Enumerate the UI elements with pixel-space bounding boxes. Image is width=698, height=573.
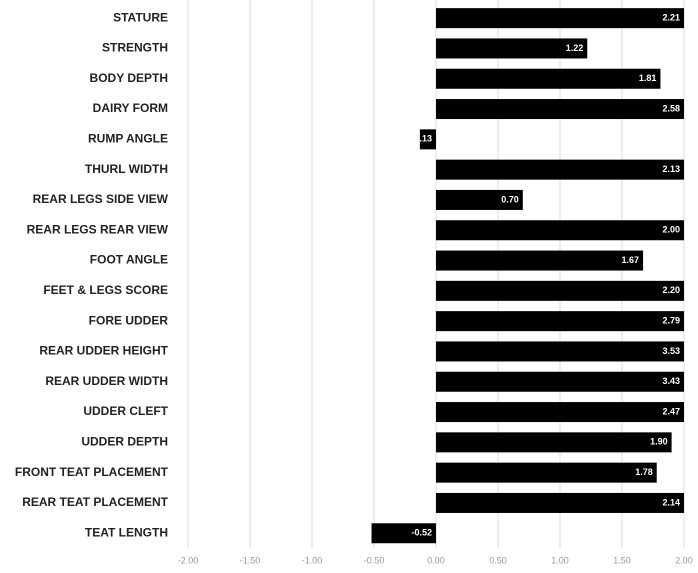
bar [436, 99, 684, 120]
bar [436, 432, 672, 453]
y-tick-label: UDDER DEPTH [81, 435, 168, 449]
x-tick-label: 0.00 [427, 555, 445, 565]
y-tick-label: BODY DEPTH [90, 71, 168, 85]
value-label: 2.20 [662, 285, 680, 295]
bar [436, 371, 684, 392]
value-label: 2.00 [662, 225, 680, 235]
x-tick-label: -2.00 [178, 555, 199, 565]
value-label: 2.13 [662, 164, 680, 174]
value-label: 0.70 [501, 194, 519, 204]
y-tick-label: REAR UDDER HEIGHT [39, 344, 168, 358]
value-label: 2.79 [662, 316, 680, 326]
y-tick-label: FORE UDDER [89, 313, 169, 327]
bar [436, 189, 523, 210]
value-label: 1.81 [639, 73, 657, 83]
x-tick-label: -1.50 [240, 555, 261, 565]
y-tick-label: STRENGTH [102, 41, 168, 55]
value-label: 1.78 [635, 467, 653, 477]
value-label: 3.53 [662, 346, 680, 356]
y-tick-label: REAR LEGS SIDE VIEW [33, 192, 169, 206]
x-tick-label: 2.00 [675, 555, 693, 565]
bar [419, 129, 436, 150]
y-tick-label: REAR LEGS REAR VIEW [27, 222, 169, 236]
x-tick-label: -1.00 [302, 555, 323, 565]
x-tick-label: 1.00 [551, 555, 569, 565]
y-tick-label: TEAT LENGTH [85, 525, 168, 539]
y-tick-label: STATURE [113, 10, 168, 24]
value-label: -0.13 [411, 134, 432, 144]
bar [436, 159, 684, 180]
value-label: 3.43 [662, 376, 680, 386]
value-label: 2.21 [662, 13, 680, 23]
bars: 2.21 1.22 1.81 2.58 -0.13 2.13 0.70 2.00 1.67 2.2… [371, 8, 684, 544]
bar [436, 402, 684, 423]
bar [436, 8, 684, 29]
bar [436, 250, 644, 271]
bar [371, 523, 436, 544]
x-tick-label: 1.50 [613, 555, 631, 565]
y-tick-label: REAR UDDER WIDTH [45, 374, 168, 388]
y-tick-label: UDDER CLEFT [83, 404, 168, 418]
bar [436, 220, 684, 241]
value-label: 1.90 [650, 437, 668, 447]
value-label: 1.22 [566, 43, 584, 53]
y-tick-label: FRONT TEAT PLACEMENT [15, 465, 169, 479]
grid [187, 0, 685, 548]
bar [436, 280, 684, 301]
value-label: -0.52 [411, 528, 432, 538]
value-label: 1.67 [622, 255, 640, 265]
x-tick-label: 0.50 [489, 555, 507, 565]
bar [436, 341, 684, 362]
labels: -2.00 -1.50 -1.00 -0.50 0.00 0.50 1.00 1.50 2.00… [15, 10, 693, 565]
value-label: 2.14 [662, 497, 680, 507]
value-label: 2.58 [662, 103, 680, 113]
y-tick-label: THURL WIDTH [85, 162, 168, 176]
value-label: 2.47 [662, 406, 680, 416]
y-tick-label: REAR TEAT PLACEMENT [22, 495, 168, 509]
bar [436, 462, 657, 483]
y-tick-label: RUMP ANGLE [88, 132, 168, 146]
y-tick-label: DAIRY FORM [93, 101, 168, 115]
x-tick-label: -0.50 [364, 555, 385, 565]
bar [436, 38, 588, 59]
y-tick-label: FEET & LEGS SCORE [43, 283, 168, 297]
bar [436, 311, 684, 332]
bar [436, 492, 684, 513]
bar [436, 68, 661, 89]
y-tick-label: FOOT ANGLE [90, 253, 168, 267]
